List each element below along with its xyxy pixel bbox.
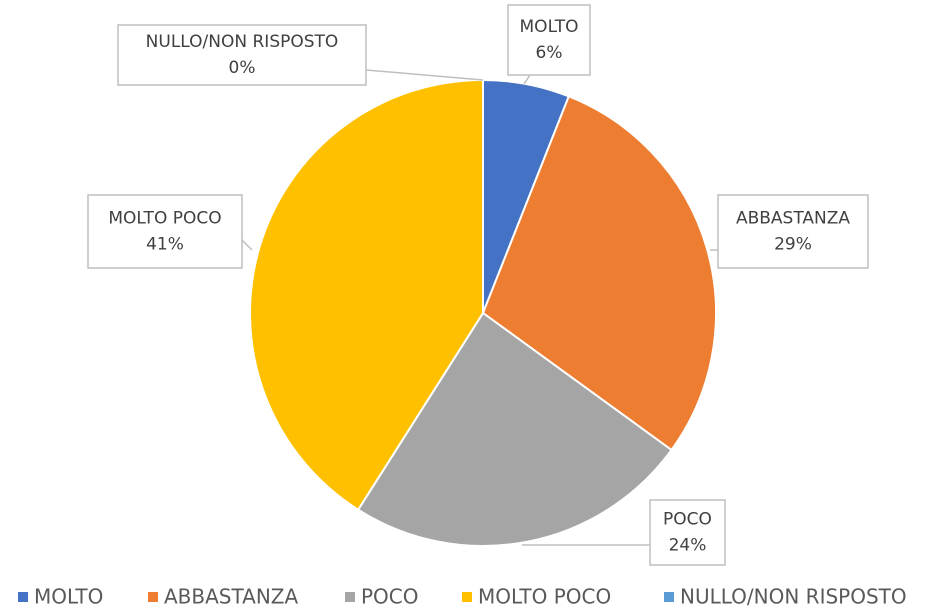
callout-value: 24% xyxy=(669,536,707,556)
callout-box xyxy=(717,194,869,269)
legend-label: ABBASTANZA xyxy=(164,585,299,609)
callout-box xyxy=(507,4,591,76)
callout-name: NULLO/NON RISPOSTO xyxy=(146,32,339,52)
legend-swatch xyxy=(462,592,472,602)
legend-swatch xyxy=(664,592,674,602)
leader-line xyxy=(523,74,531,85)
legend-swatch xyxy=(345,592,355,602)
legend-label: NULLO/NON RISPOSTO xyxy=(680,585,907,609)
pie-slice xyxy=(481,95,717,452)
callout-value: 29% xyxy=(774,235,812,255)
callout-value: 41% xyxy=(146,235,184,255)
callout-box xyxy=(87,194,243,269)
legend-label: MOLTO xyxy=(34,585,103,609)
callout-name: MOLTO POCO xyxy=(108,209,221,229)
legend-label: POCO xyxy=(361,585,419,609)
callout-box xyxy=(117,24,367,86)
legend-label: MOLTO POCO xyxy=(478,585,611,609)
callout-value: 0% xyxy=(229,58,256,78)
callout-name: ABBASTANZA xyxy=(736,209,850,229)
leader-line xyxy=(365,69,484,81)
pie-slice xyxy=(356,311,673,547)
callout-name: MOLTO xyxy=(520,17,579,37)
legend: MOLTO ABBASTANZA POCO MOLTO POCO NULLO/NON R… xyxy=(18,585,907,609)
leader-line xyxy=(241,239,253,251)
legend-swatch xyxy=(148,592,158,602)
callout-value: 6% xyxy=(536,43,563,63)
pie-slice xyxy=(249,78,484,512)
legend-swatch xyxy=(18,592,28,602)
callout-box xyxy=(649,499,726,566)
callout-name: POCO xyxy=(663,510,712,530)
